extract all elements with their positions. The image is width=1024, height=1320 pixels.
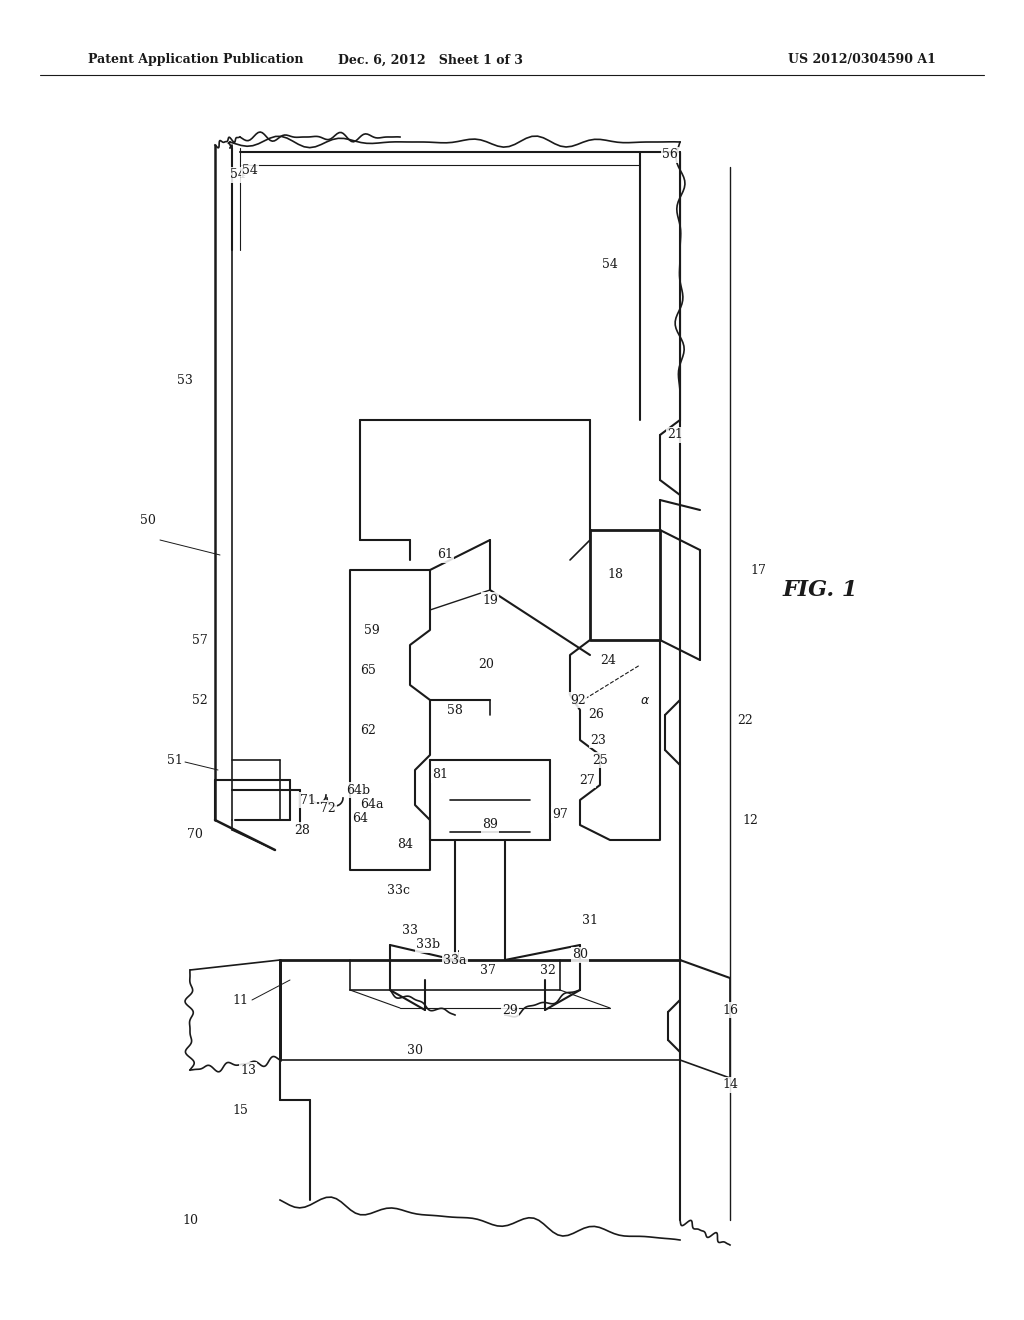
- Text: 92: 92: [570, 693, 586, 706]
- Text: 64a: 64a: [360, 799, 384, 812]
- Text: 37: 37: [480, 964, 496, 977]
- Text: 81: 81: [432, 768, 449, 781]
- Text: 12: 12: [742, 813, 758, 826]
- Text: 15: 15: [232, 1104, 248, 1117]
- Text: 72: 72: [321, 801, 336, 814]
- Text: 84: 84: [397, 838, 413, 851]
- Text: 71: 71: [300, 793, 316, 807]
- Text: 52: 52: [193, 693, 208, 706]
- Text: 51: 51: [167, 754, 183, 767]
- Text: 14: 14: [722, 1078, 738, 1092]
- Text: 21: 21: [667, 429, 683, 441]
- Text: 57: 57: [193, 634, 208, 647]
- Text: US 2012/0304590 A1: US 2012/0304590 A1: [788, 54, 936, 66]
- Text: 29: 29: [502, 1003, 518, 1016]
- Text: 33a: 33a: [443, 953, 467, 966]
- Text: 54: 54: [230, 169, 246, 181]
- Text: 19: 19: [482, 594, 498, 606]
- Text: Patent Application Publication: Patent Application Publication: [88, 54, 303, 66]
- Text: 10: 10: [182, 1213, 198, 1226]
- Text: 13: 13: [240, 1064, 256, 1077]
- Text: 28: 28: [294, 824, 310, 837]
- Text: 64b: 64b: [346, 784, 370, 796]
- Text: 31: 31: [582, 913, 598, 927]
- Text: 54: 54: [242, 164, 258, 177]
- Text: 56: 56: [663, 149, 678, 161]
- Text: 97: 97: [552, 808, 568, 821]
- Text: 25: 25: [592, 754, 608, 767]
- Text: $\alpha$: $\alpha$: [640, 693, 650, 706]
- Text: 11: 11: [232, 994, 248, 1006]
- Text: 65: 65: [360, 664, 376, 676]
- Text: 33b: 33b: [416, 939, 440, 952]
- Text: 23: 23: [590, 734, 606, 747]
- Text: 30: 30: [407, 1044, 423, 1056]
- Text: 50: 50: [140, 513, 156, 527]
- Text: 24: 24: [600, 653, 616, 667]
- Text: 18: 18: [607, 569, 623, 582]
- Text: 62: 62: [360, 723, 376, 737]
- Text: 20: 20: [478, 659, 494, 672]
- Text: 61: 61: [437, 549, 453, 561]
- Text: 59: 59: [365, 623, 380, 636]
- Text: 53: 53: [177, 374, 193, 387]
- Text: 22: 22: [737, 714, 753, 726]
- Text: 54: 54: [602, 259, 617, 272]
- Text: 27: 27: [580, 774, 595, 787]
- Text: Dec. 6, 2012   Sheet 1 of 3: Dec. 6, 2012 Sheet 1 of 3: [338, 54, 522, 66]
- Text: 64: 64: [352, 812, 368, 825]
- Text: 17: 17: [750, 564, 766, 577]
- Text: FIG. 1: FIG. 1: [782, 579, 858, 601]
- Text: 33c: 33c: [386, 883, 410, 896]
- Text: 16: 16: [722, 1003, 738, 1016]
- Text: 32: 32: [540, 964, 556, 977]
- Text: 33: 33: [402, 924, 418, 936]
- Text: 80: 80: [572, 949, 588, 961]
- Text: 26: 26: [588, 709, 604, 722]
- Text: 58: 58: [447, 704, 463, 717]
- Text: 70: 70: [187, 829, 203, 842]
- Text: 89: 89: [482, 818, 498, 832]
